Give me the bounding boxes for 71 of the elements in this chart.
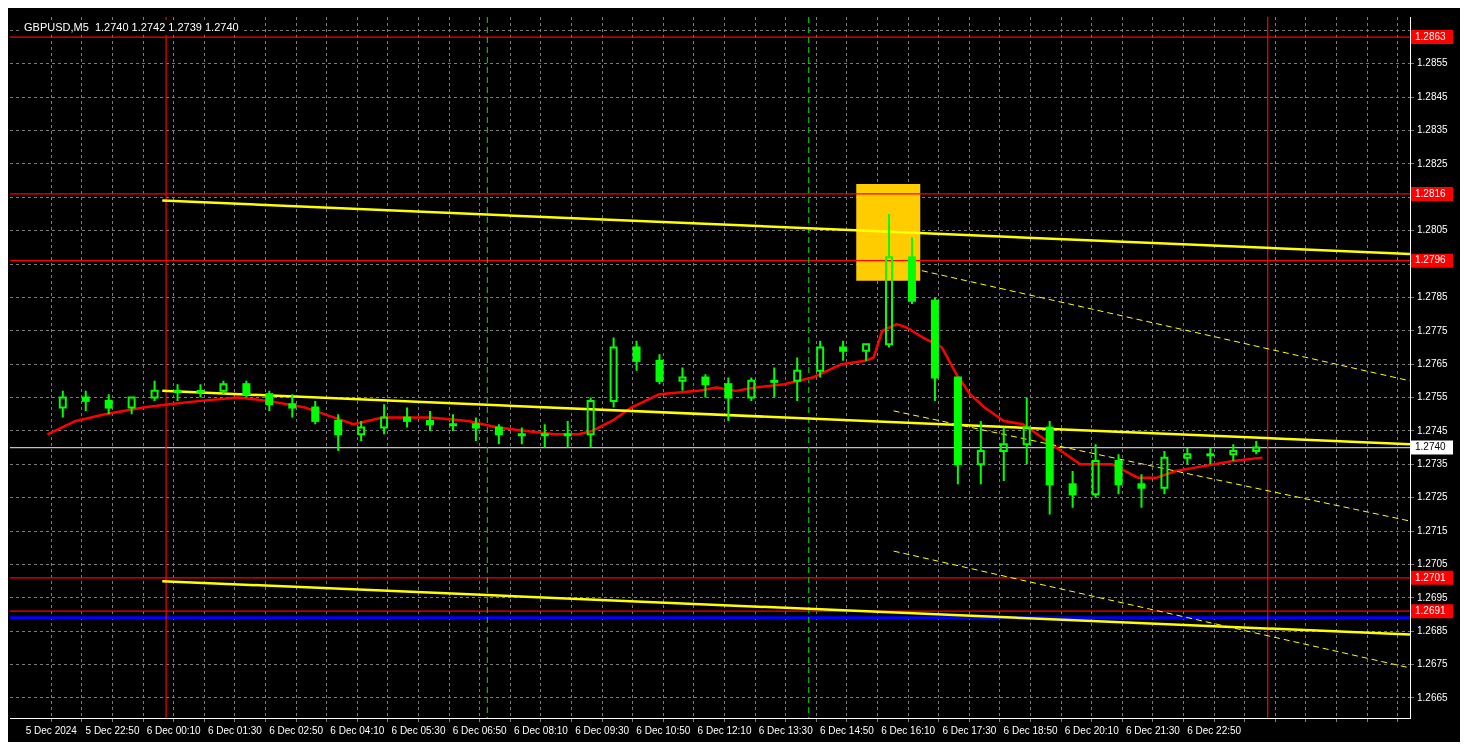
- y-tick-label: 1.2845: [1417, 90, 1449, 102]
- x-tick-label: 6 Dec 13:30: [758, 724, 814, 736]
- y-tick-label: 1.2705: [1417, 558, 1449, 570]
- x-tick-label: 6 Dec 20:10: [1064, 724, 1120, 736]
- x-tick-label: 6 Dec 16:10: [881, 724, 936, 736]
- candlestick: [426, 409, 434, 432]
- candlestick: [1114, 453, 1123, 496]
- candlestick: [288, 393, 297, 419]
- candlestick: [380, 403, 389, 436]
- x-tick-label: 6 Dec 09:30: [575, 724, 630, 736]
- x-tick-label: 6 Dec 02:50: [269, 724, 324, 736]
- x-tick-label: 6 Dec 05:30: [391, 724, 446, 736]
- y-tick-label: 1.2835: [1417, 124, 1449, 136]
- ref-line-label: 1.2863: [1415, 30, 1447, 42]
- y-tick-label: 1.2735: [1417, 458, 1449, 470]
- x-tick-label: 6 Dec 12:10: [697, 724, 752, 736]
- candlestick: [403, 406, 412, 429]
- candlestick: [58, 389, 67, 419]
- y-tick-label: 1.2665: [1417, 691, 1449, 703]
- y-tick-label: 1.2725: [1417, 491, 1449, 503]
- candlestick: [586, 396, 595, 449]
- x-tick-label: 6 Dec 14:50: [819, 724, 875, 736]
- ref-line-label: 1.2740: [1415, 441, 1447, 453]
- candlestick: [907, 236, 916, 306]
- chart-title: GBPUSD,M5 1.2740 1.2742 1.2739 1.2740: [24, 21, 239, 34]
- y-tick-label: 1.2775: [1417, 324, 1449, 336]
- y-tick-label: 1.2755: [1417, 391, 1449, 403]
- y-tick-label: 1.2825: [1417, 157, 1449, 169]
- candlestick: [334, 413, 343, 452]
- x-tick-label: 6 Dec 22:50: [1187, 724, 1242, 736]
- candlestick: [1068, 469, 1077, 509]
- candlestick: [1091, 443, 1100, 499]
- y-tick-label: 1.2675: [1417, 658, 1449, 670]
- ref-line-label: 1.2796: [1415, 254, 1447, 266]
- y-tick-label: 1.2715: [1417, 524, 1449, 536]
- candlestick: [930, 296, 939, 402]
- y-tick-label: 1.2805: [1417, 224, 1449, 236]
- candlestick: [1022, 396, 1031, 466]
- x-tick-label: 5 Dec 2024: [25, 724, 78, 736]
- ref-line-label: 1.2816: [1415, 187, 1447, 199]
- candlestick: [471, 416, 480, 442]
- candlestick: [793, 356, 802, 402]
- y-tick-label: 1.2685: [1417, 624, 1449, 636]
- candlestick: [999, 426, 1008, 482]
- candlestick: [976, 419, 985, 486]
- ref-line-label: 1.2701: [1415, 571, 1447, 583]
- candlestick: [678, 366, 687, 392]
- candlestick: [1137, 473, 1146, 509]
- y-tick-label: 1.2695: [1417, 591, 1449, 603]
- x-tick-label: 6 Dec 06:50: [452, 724, 508, 736]
- candlestick: [1045, 419, 1054, 516]
- ref-line-label: 1.2691: [1415, 604, 1447, 616]
- x-tick-label: 6 Dec 04:10: [330, 724, 385, 736]
- candlestick: [81, 389, 90, 412]
- x-tick-label: 6 Dec 10:50: [636, 724, 691, 736]
- y-tick-label: 1.2855: [1417, 57, 1449, 69]
- x-tick-label: 5 Dec 22:50: [85, 724, 140, 736]
- x-tick-label: 6 Dec 01:30: [207, 724, 263, 736]
- candlestick: [885, 212, 894, 349]
- x-tick-label: 6 Dec 21:30: [1125, 724, 1181, 736]
- y-tick-label: 1.2765: [1417, 357, 1449, 369]
- y-tick-label: 1.2745: [1417, 424, 1449, 436]
- candlestick: [701, 373, 710, 399]
- candlestick: [724, 376, 733, 422]
- x-tick-label: 6 Dec 00:10: [146, 724, 202, 736]
- x-tick-label: 6 Dec 17:30: [942, 724, 997, 736]
- candlestick: [862, 343, 871, 362]
- candlestick: [609, 336, 618, 409]
- x-tick-label: 6 Dec 18:50: [1003, 724, 1058, 736]
- y-tick-label: 1.2785: [1417, 291, 1449, 303]
- x-tick-label: 6 Dec 08:10: [513, 724, 569, 736]
